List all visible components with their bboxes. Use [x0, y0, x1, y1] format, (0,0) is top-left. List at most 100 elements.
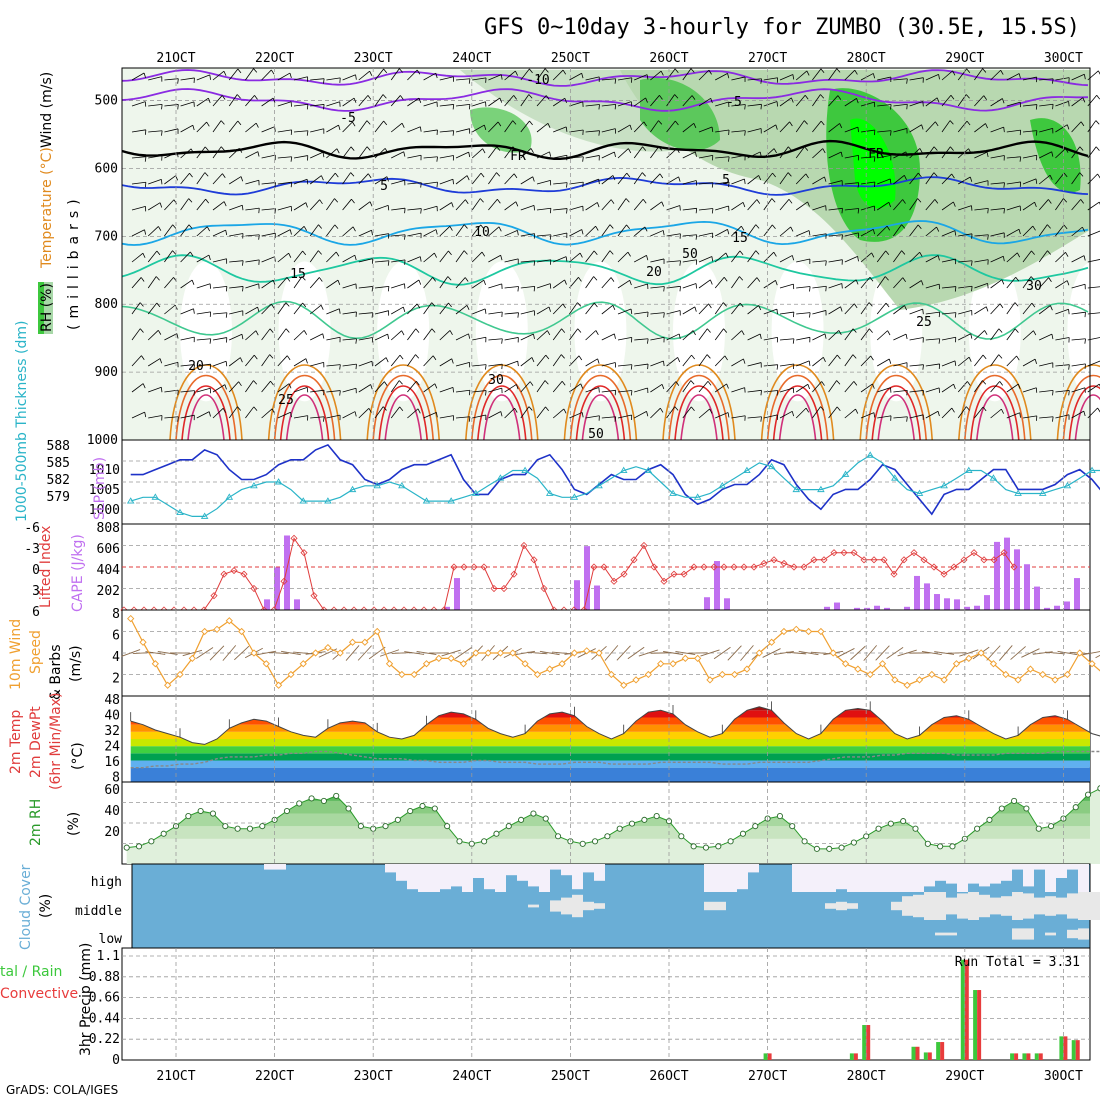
- wind-barb-flag: [1033, 330, 1037, 336]
- wind-barb: [795, 407, 807, 419]
- wind-barb: [1087, 120, 1097, 133]
- warm-dome-contour: [877, 394, 915, 441]
- wind-barb: [423, 383, 436, 393]
- cape-bar: [954, 599, 960, 610]
- wind-barb-flag: [500, 255, 503, 261]
- wind-barb-flag: [515, 201, 519, 207]
- wind-barb: [293, 386, 308, 393]
- wind-barb: [342, 121, 353, 133]
- thickness-point: [299, 497, 308, 504]
- wind-barb: [520, 205, 535, 211]
- wind-barb: [245, 179, 259, 185]
- temp2m-label-2: 2m DewPt: [28, 706, 44, 778]
- wind-barb-flag: [238, 381, 242, 387]
- wind-barb: [876, 302, 887, 315]
- wind-speed-point: [681, 654, 689, 663]
- wind-barb: [941, 312, 956, 315]
- wind-speed-point: [1063, 670, 1072, 679]
- wind-barb: [520, 148, 532, 159]
- wind-speed-point: [965, 654, 973, 663]
- pressure-tick-label: 800: [95, 297, 118, 312]
- wind-barb-flag: [544, 380, 549, 385]
- top-tick-label: 28OCT: [847, 51, 886, 66]
- wind10m-barb: [897, 649, 917, 657]
- wind-barb: [148, 155, 163, 159]
- wind-barb: [131, 101, 146, 107]
- wind-barb-flag: [728, 156, 730, 162]
- wind-barb-flag: [305, 358, 308, 364]
- wind-barb: [212, 337, 227, 341]
- wind-barb: [293, 202, 307, 211]
- wind-barb: [585, 104, 600, 107]
- wind-barb: [1087, 173, 1098, 185]
- thickness-point: [595, 481, 603, 489]
- wind-barb-flag: [564, 279, 567, 285]
- wind-speed-point: [1088, 660, 1096, 668]
- wind-barb: [390, 68, 400, 81]
- wind-barb-flag: [305, 202, 308, 208]
- wind-barb: [860, 355, 871, 367]
- wind-barb: [731, 302, 741, 315]
- wind-barb: [212, 384, 226, 393]
- wind-barb-flag: [355, 74, 357, 80]
- wind-barb-flag: [255, 330, 259, 336]
- lifted-index-point: [640, 541, 648, 550]
- wind-barb: [828, 406, 838, 419]
- wind10m-barb: [713, 646, 731, 660]
- wind-barb: [520, 285, 535, 289]
- rh-high-zone: [470, 107, 532, 153]
- wind-barb-flag: [987, 208, 989, 214]
- wind-barb: [261, 303, 272, 315]
- wind-barb-flag: [415, 328, 420, 333]
- wind-barb: [391, 306, 404, 315]
- wind-speed-point: [755, 649, 763, 657]
- wind-barb: [472, 124, 485, 133]
- wind-barb: [455, 199, 466, 211]
- wind-barb: [245, 122, 257, 133]
- warm-dome-contour: [766, 374, 829, 441]
- wind-barb-flag: [610, 199, 615, 204]
- wind-barb-flag: [739, 302, 744, 308]
- wind-barb: [180, 77, 195, 81]
- wind-speed-point: [792, 625, 800, 633]
- wind-barb: [504, 384, 517, 393]
- wind-barb: [147, 202, 161, 211]
- wind-barb: [455, 175, 468, 185]
- wind-barb: [633, 97, 646, 107]
- temp-band: [130, 767, 1090, 782]
- wind-barb-flag: [177, 104, 179, 110]
- rh-point: [135, 843, 143, 850]
- thickness-label: 1000-500mb Thickness (dm): [14, 321, 30, 522]
- wind-barb-flag: [386, 176, 389, 182]
- wind10m-barb: [998, 645, 1013, 661]
- wind10m-barb: [404, 651, 425, 655]
- wind-barb: [390, 95, 401, 107]
- wind-barb: [374, 148, 386, 159]
- wind-barb: [407, 97, 420, 107]
- temp-tick: 24: [104, 740, 120, 755]
- wind-barb-flag: [630, 390, 633, 396]
- wind-barb-flag: [727, 229, 730, 235]
- wind-barb-flag: [690, 68, 695, 73]
- precip-total-bar: [862, 1025, 867, 1060]
- wind-barb-flag: [323, 104, 325, 110]
- wind-barb: [520, 357, 533, 367]
- wind-barb-flag: [402, 306, 406, 312]
- wind-barb: [1055, 148, 1066, 159]
- wind-barb: [828, 283, 842, 289]
- cloud-cell: [847, 864, 858, 892]
- wind-barb-flag: [645, 97, 648, 103]
- wind10m-barb: [539, 650, 560, 656]
- wind-barb-flag: [436, 156, 438, 162]
- wind-barb-flag: [598, 130, 600, 136]
- wind-barb: [131, 229, 145, 237]
- wind-barb: [1039, 362, 1053, 367]
- thickness-point: [250, 481, 258, 489]
- wind-barb: [439, 104, 454, 107]
- wind-barb-flag: [190, 251, 194, 257]
- wind-barb: [715, 412, 729, 419]
- wind-barb-flag: [905, 333, 908, 340]
- wind-barb: [860, 156, 875, 159]
- wind10m-barb: [638, 649, 659, 657]
